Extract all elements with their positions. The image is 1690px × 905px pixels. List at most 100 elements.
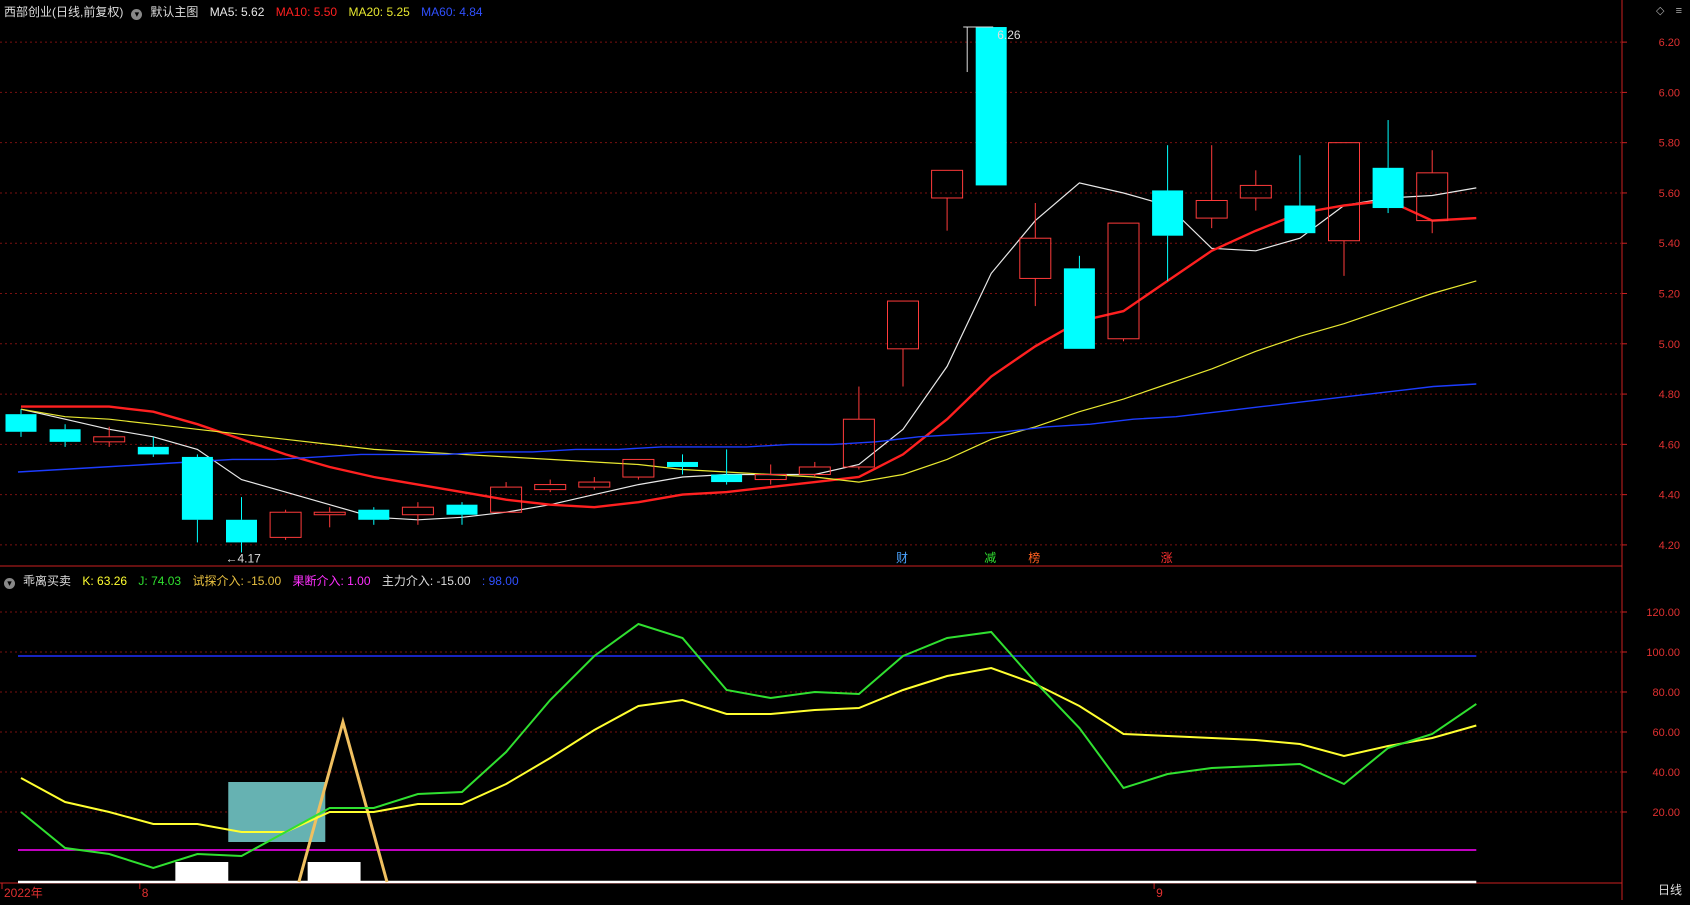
- candle: [1372, 120, 1404, 214]
- candle-body-down: [1152, 190, 1184, 236]
- y-tick-label: 6.20: [1659, 37, 1680, 49]
- event-flag-涨: 涨: [1161, 550, 1173, 565]
- indicator-name[interactable]: 乖离买卖: [23, 574, 72, 588]
- main-chart-name[interactable]: 默认主图: [150, 5, 199, 19]
- candle: [842, 386, 875, 470]
- menu-icon[interactable]: ≡: [1675, 5, 1682, 17]
- candle: [93, 426, 126, 447]
- candle-body-up: [622, 458, 655, 478]
- candle-body-down: [137, 446, 169, 455]
- candle-body-down: [358, 509, 390, 520]
- candle: [534, 479, 567, 493]
- event-flag-减: 减: [984, 551, 996, 565]
- y-tick-label: 5.00: [1659, 339, 1680, 351]
- candle: [226, 497, 257, 553]
- candle: [1239, 170, 1272, 211]
- j-label: J: 74.03: [138, 574, 182, 588]
- candle: [49, 424, 81, 447]
- line-98-label: : 98.00: [481, 574, 519, 588]
- candle-body-down: [446, 504, 478, 515]
- candle: [1107, 222, 1140, 342]
- candle-body-up: [93, 436, 126, 443]
- period-label[interactable]: 日线: [1657, 883, 1682, 897]
- candle-body-down: [667, 461, 698, 467]
- candle: [313, 507, 346, 528]
- candle-body-up: [1328, 142, 1360, 242]
- candle-body-down: [1284, 205, 1316, 234]
- candle: [1328, 142, 1360, 276]
- candle-body-down: [711, 474, 743, 483]
- candle: [931, 169, 964, 231]
- candle: [1195, 145, 1228, 229]
- y-tick-label: 4.60: [1659, 439, 1680, 451]
- candle-body-down: [975, 27, 1007, 186]
- main-chart-header: 西部创业(日线,前复权) ▾ 默认主图 MA5: 5.62 MA10: 5.50 M…: [4, 3, 491, 20]
- candle-body-up: [1239, 184, 1272, 199]
- candle: [1019, 203, 1052, 307]
- candle: [5, 409, 37, 437]
- y-tick-label: 120.00: [1646, 607, 1680, 619]
- candle-body-down: [5, 414, 37, 432]
- candle: [1152, 145, 1184, 281]
- signal-bar: [307, 862, 361, 882]
- series-ma60-line: [17, 383, 1477, 473]
- candle-body-up: [578, 481, 611, 488]
- candle-body-up: [798, 466, 831, 476]
- low-price-label: ←4.17: [226, 551, 262, 565]
- y-tick-label: 60.00: [1652, 727, 1680, 739]
- y-tick-label: 5.20: [1659, 289, 1680, 301]
- y-tick-label: 20.00: [1652, 807, 1680, 819]
- candle-body-up: [269, 511, 302, 538]
- candle: [711, 449, 743, 485]
- candle: [887, 300, 919, 387]
- series-j-line: [20, 622, 1477, 870]
- candle: [490, 482, 523, 513]
- candle-body-up: [401, 506, 434, 516]
- candle-body-up: [754, 474, 787, 481]
- candle-body-down: [49, 429, 81, 442]
- candle-body-down: [226, 519, 257, 543]
- candle: [667, 454, 698, 475]
- event-flag-榜: 榜: [1028, 550, 1040, 565]
- candle-body-down: [1063, 268, 1095, 349]
- y-tick-label: 6.00: [1659, 87, 1680, 99]
- candle: [401, 502, 434, 525]
- y-tick-label: 5.80: [1659, 138, 1680, 150]
- k-label: K: 63.26: [82, 574, 128, 588]
- y-tick-label: 4.80: [1659, 389, 1680, 401]
- candle: [754, 464, 787, 485]
- ma20-label: MA20: 5.25: [348, 5, 410, 19]
- signal-bar: [175, 862, 229, 882]
- candle: [1063, 255, 1095, 349]
- y-tick-label: 40.00: [1652, 767, 1680, 779]
- candle: [358, 507, 390, 525]
- trial-entry-label: 试探介入: -15.00: [192, 574, 282, 588]
- y-tick-label: 5.60: [1659, 188, 1680, 200]
- stock-title[interactable]: 西部创业(日线,前复权): [4, 5, 124, 19]
- candle: [137, 436, 169, 457]
- high-price-label: 6.26: [997, 28, 1021, 42]
- settings-icon[interactable]: ▾: [4, 578, 15, 589]
- ma5-label: MA5: 5.62: [209, 5, 265, 19]
- candle: [446, 502, 478, 525]
- ma60-label: MA60: 4.84: [421, 5, 483, 19]
- candle-body-up: [931, 169, 964, 199]
- y-tick-label: 100.00: [1646, 647, 1680, 659]
- candle: [622, 458, 655, 480]
- x-tick-label: 9: [1156, 886, 1163, 900]
- candle: [975, 27, 1007, 186]
- sub-chart-header: ▾ 乖离买卖 K: 63.26 J: 74.03 试探介入: -15.00 果断介…: [4, 572, 527, 589]
- candle-body-down: [1372, 167, 1404, 209]
- x-tick-label: 8: [142, 886, 149, 900]
- diamond-icon[interactable]: ◇: [1656, 5, 1665, 17]
- candle-body-down: [181, 456, 213, 520]
- y-tick-label: 5.40: [1659, 238, 1680, 250]
- event-flag-财: 财: [896, 551, 908, 565]
- candle: [578, 477, 611, 490]
- series-ma20-line: [20, 280, 1477, 483]
- series-ma5-line: [20, 182, 1477, 521]
- settings-icon[interactable]: ▾: [131, 9, 143, 20]
- y-tick-label: 80.00: [1652, 687, 1680, 699]
